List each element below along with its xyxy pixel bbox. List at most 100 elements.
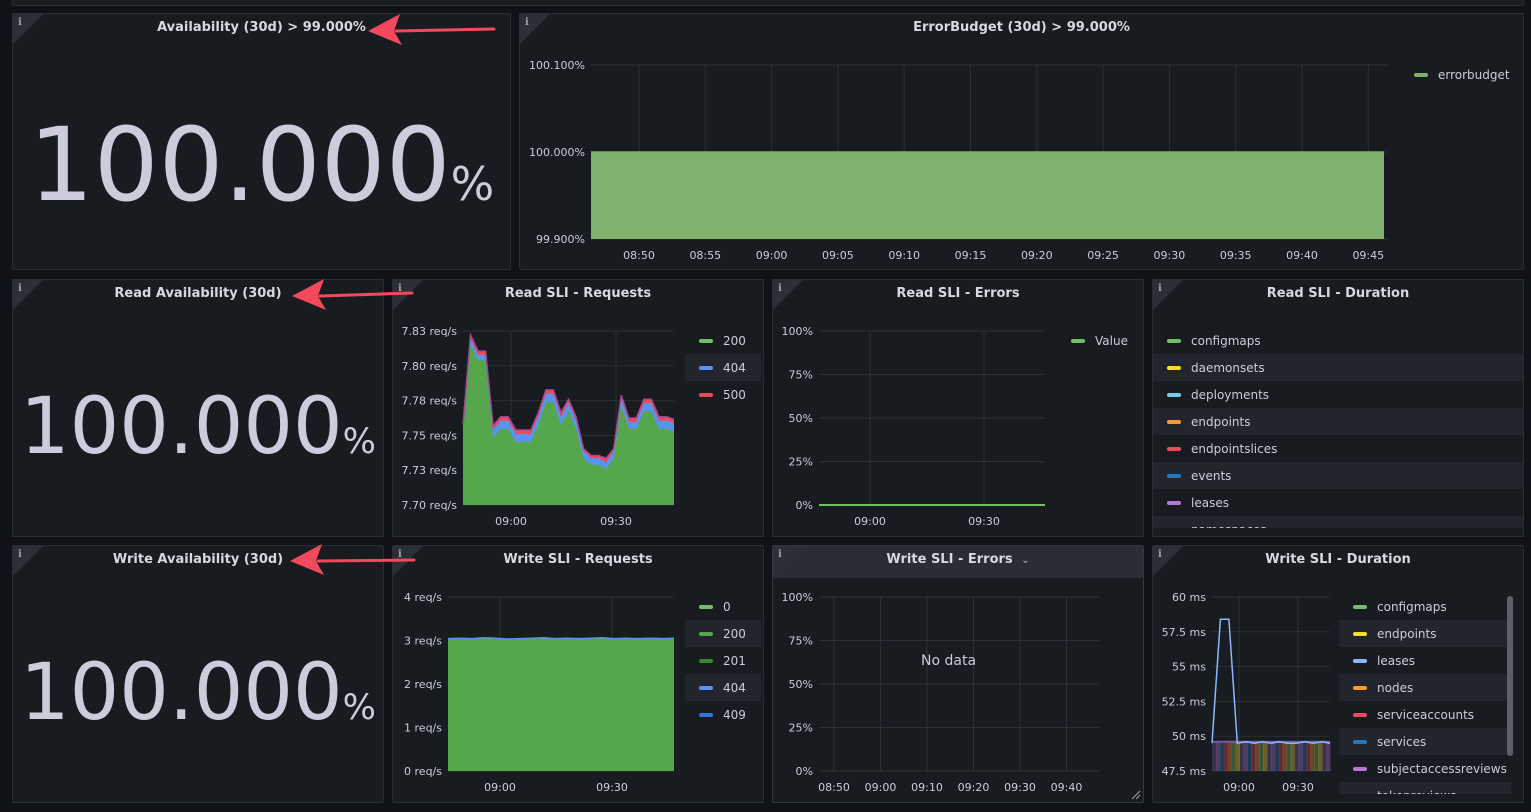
- legend-item[interactable]: 404: [685, 674, 761, 701]
- x-tick-label: 09:10: [888, 249, 920, 262]
- legend-item[interactable]: 200: [685, 620, 761, 647]
- panel-read-availability[interactable]: i Read Availability (30d) 100.000%: [12, 279, 384, 537]
- band-segment: [1231, 741, 1237, 771]
- write-errors-chart[interactable]: 100% 75% 50% 25% 0% 08:50 09:00 09:10 09:20 09:30…: [773, 546, 1144, 803]
- y-tick-label: 1 req/s: [404, 722, 442, 735]
- legend-swatch: [699, 712, 713, 717]
- band-segment: [1239, 741, 1244, 771]
- info-icon[interactable]: i: [398, 283, 402, 294]
- band-segment: [1302, 741, 1307, 771]
- panel-write-errors[interactable]: i Write SLI - Errors ⌄ 100% 75% 50% 25% 0% 08…: [772, 545, 1144, 803]
- info-icon[interactable]: i: [398, 549, 402, 560]
- legend-item[interactable]: 500: [685, 381, 761, 408]
- resize-handle-icon[interactable]: [1131, 790, 1141, 800]
- panel-title[interactable]: Write SLI - Requests: [503, 552, 653, 567]
- legend-item[interactable]: leases: [1153, 489, 1523, 516]
- panel-write-duration[interactable]: i Write SLI - Duration 60 ms 57.5 ms 55 ms…: [1152, 545, 1524, 803]
- legend-item[interactable]: nodes: [1339, 674, 1511, 701]
- panel-title[interactable]: ErrorBudget (30d) > 99.000%: [913, 20, 1130, 35]
- legend-swatch: [1167, 419, 1181, 424]
- legend-item[interactable]: endpointslices: [1153, 435, 1523, 462]
- band-segment: [1322, 741, 1327, 771]
- write-requests-legend: 0 200 201 404 409: [685, 593, 761, 728]
- panel-write-requests[interactable]: i Write SLI - Requests 4 req/s 3 req/s 2 r…: [392, 545, 764, 803]
- panel-title-text[interactable]: Write SLI - Errors: [886, 552, 1013, 567]
- read-duration-legend[interactable]: configmaps daemonsets deployments endpoints…: [1153, 327, 1523, 529]
- panel-errorbudget[interactable]: i ErrorBudget (30d) > 99.000% 100.100% 10…: [519, 13, 1524, 270]
- panel-read-errors[interactable]: i Read SLI - Errors 100% 75% 50% 25% 0% 09:00…: [772, 279, 1144, 537]
- top-panel-edge: [12, 0, 1524, 6]
- write-duration-legend[interactable]: configmaps endpoints leases nodes serviceacc…: [1339, 593, 1511, 794]
- legend-item[interactable]: 0: [685, 593, 761, 620]
- y-tick-label: 7.83 req/s: [402, 325, 458, 338]
- panel-title[interactable]: Read SLI - Requests: [504, 286, 652, 301]
- panel-read-duration[interactable]: i Read SLI - Duration configmaps daemonse…: [1152, 279, 1524, 537]
- legend-item[interactable]: errorbudget: [1400, 61, 1510, 88]
- panel-title[interactable]: Write SLI - Duration: [1265, 552, 1411, 567]
- legend-item[interactable]: 200: [685, 327, 761, 354]
- panel-read-requests[interactable]: i Read SLI - Requests 7.83 req/s 7.80 req…: [392, 279, 764, 537]
- panel-title[interactable]: Read Availability (30d): [114, 286, 282, 301]
- chevron-down-icon[interactable]: ⌄: [1021, 555, 1030, 566]
- errorbudget-chart[interactable]: 100.100% 100.000% 99.900% 08:50 08:55 09:00 09…: [520, 14, 1524, 270]
- panel-title[interactable]: Read SLI - Errors: [896, 286, 1020, 301]
- legend-swatch: [699, 631, 713, 636]
- legend-item[interactable]: configmaps: [1153, 327, 1523, 354]
- read-errors-chart[interactable]: 100% 75% 50% 25% 0% 09:00 09:30: [773, 280, 1144, 537]
- stat-unit: %: [342, 687, 376, 728]
- legend-swatch: [699, 392, 713, 397]
- legend-item[interactable]: events: [1153, 462, 1523, 489]
- legend-item[interactable]: services: [1339, 728, 1511, 755]
- legend-item[interactable]: namespaces: [1153, 516, 1523, 529]
- legend-item[interactable]: daemonsets: [1153, 354, 1523, 381]
- legend-item[interactable]: 404: [685, 354, 761, 381]
- legend-label: namespaces: [1191, 523, 1267, 529]
- x-tick-label: 08:50: [818, 781, 850, 794]
- legend-item[interactable]: endpoints: [1339, 620, 1511, 647]
- info-icon[interactable]: i: [1158, 283, 1162, 294]
- panel-title[interactable]: Availability (30d) > 99.000%: [157, 20, 366, 35]
- panel-write-availability[interactable]: i Write Availability (30d) 100.000%: [12, 545, 384, 803]
- info-icon[interactable]: i: [1158, 549, 1162, 560]
- read-requests-chart[interactable]: 7.83 req/s 7.80 req/s 7.78 req/s 7.75 req/s…: [393, 280, 764, 537]
- y-tick-label: 3 req/s: [404, 635, 442, 648]
- legend-item[interactable]: endpoints: [1153, 408, 1523, 435]
- stat-value: 100.000%: [13, 382, 383, 472]
- y-tick-label: 2 req/s: [404, 678, 442, 691]
- y-tick-label: 7.75 req/s: [402, 429, 458, 442]
- band-segment: [1274, 741, 1280, 771]
- panel-title[interactable]: Write SLI - Errors ⌄: [773, 552, 1143, 572]
- legend-swatch: [1071, 338, 1085, 343]
- info-icon[interactable]: i: [525, 17, 529, 28]
- y-tick-label: 99.900%: [536, 233, 585, 246]
- legend-item[interactable]: tokenreviews: [1339, 782, 1511, 794]
- legend-item[interactable]: serviceaccounts: [1339, 701, 1511, 728]
- info-icon[interactable]: i: [18, 17, 22, 28]
- legend-item[interactable]: configmaps: [1339, 593, 1511, 620]
- y-tick-label: 7.80 req/s: [402, 360, 458, 373]
- legend-swatch: [1167, 473, 1181, 478]
- info-icon[interactable]: i: [778, 283, 782, 294]
- legend-item[interactable]: 409: [685, 701, 761, 728]
- legend-item[interactable]: 201: [685, 647, 761, 674]
- panel-availability[interactable]: i Availability (30d) > 99.000% 100.000%: [12, 13, 511, 270]
- info-icon[interactable]: i: [18, 283, 22, 294]
- legend-swatch: [699, 338, 713, 343]
- write-duration-chart[interactable]: 60 ms 57.5 ms 55 ms 52.5 ms 50 ms 47.5 ms 09:0…: [1153, 546, 1524, 803]
- legend-item[interactable]: subjectaccessreviews: [1339, 755, 1511, 782]
- legend-item[interactable]: leases: [1339, 647, 1511, 674]
- write-requests-chart[interactable]: 4 req/s 3 req/s 2 req/s 1 req/s 0 req/s 09:00…: [393, 546, 764, 803]
- info-icon[interactable]: i: [18, 549, 22, 560]
- band-segment: [1251, 741, 1256, 771]
- y-tick-label: 100%: [782, 325, 813, 338]
- panel-title[interactable]: Write Availability (30d): [112, 552, 284, 567]
- legend-swatch: [1353, 712, 1367, 717]
- legend-item[interactable]: Value: [1057, 327, 1128, 354]
- legend-swatch: [1353, 631, 1367, 636]
- legend-item[interactable]: deployments: [1153, 381, 1523, 408]
- info-icon[interactable]: i: [778, 549, 782, 560]
- panel-title[interactable]: Read SLI - Duration: [1266, 286, 1410, 301]
- stat-number: 100.000: [20, 382, 343, 472]
- legend-label: 500: [723, 387, 746, 402]
- legend-scrollbar[interactable]: [1507, 596, 1513, 756]
